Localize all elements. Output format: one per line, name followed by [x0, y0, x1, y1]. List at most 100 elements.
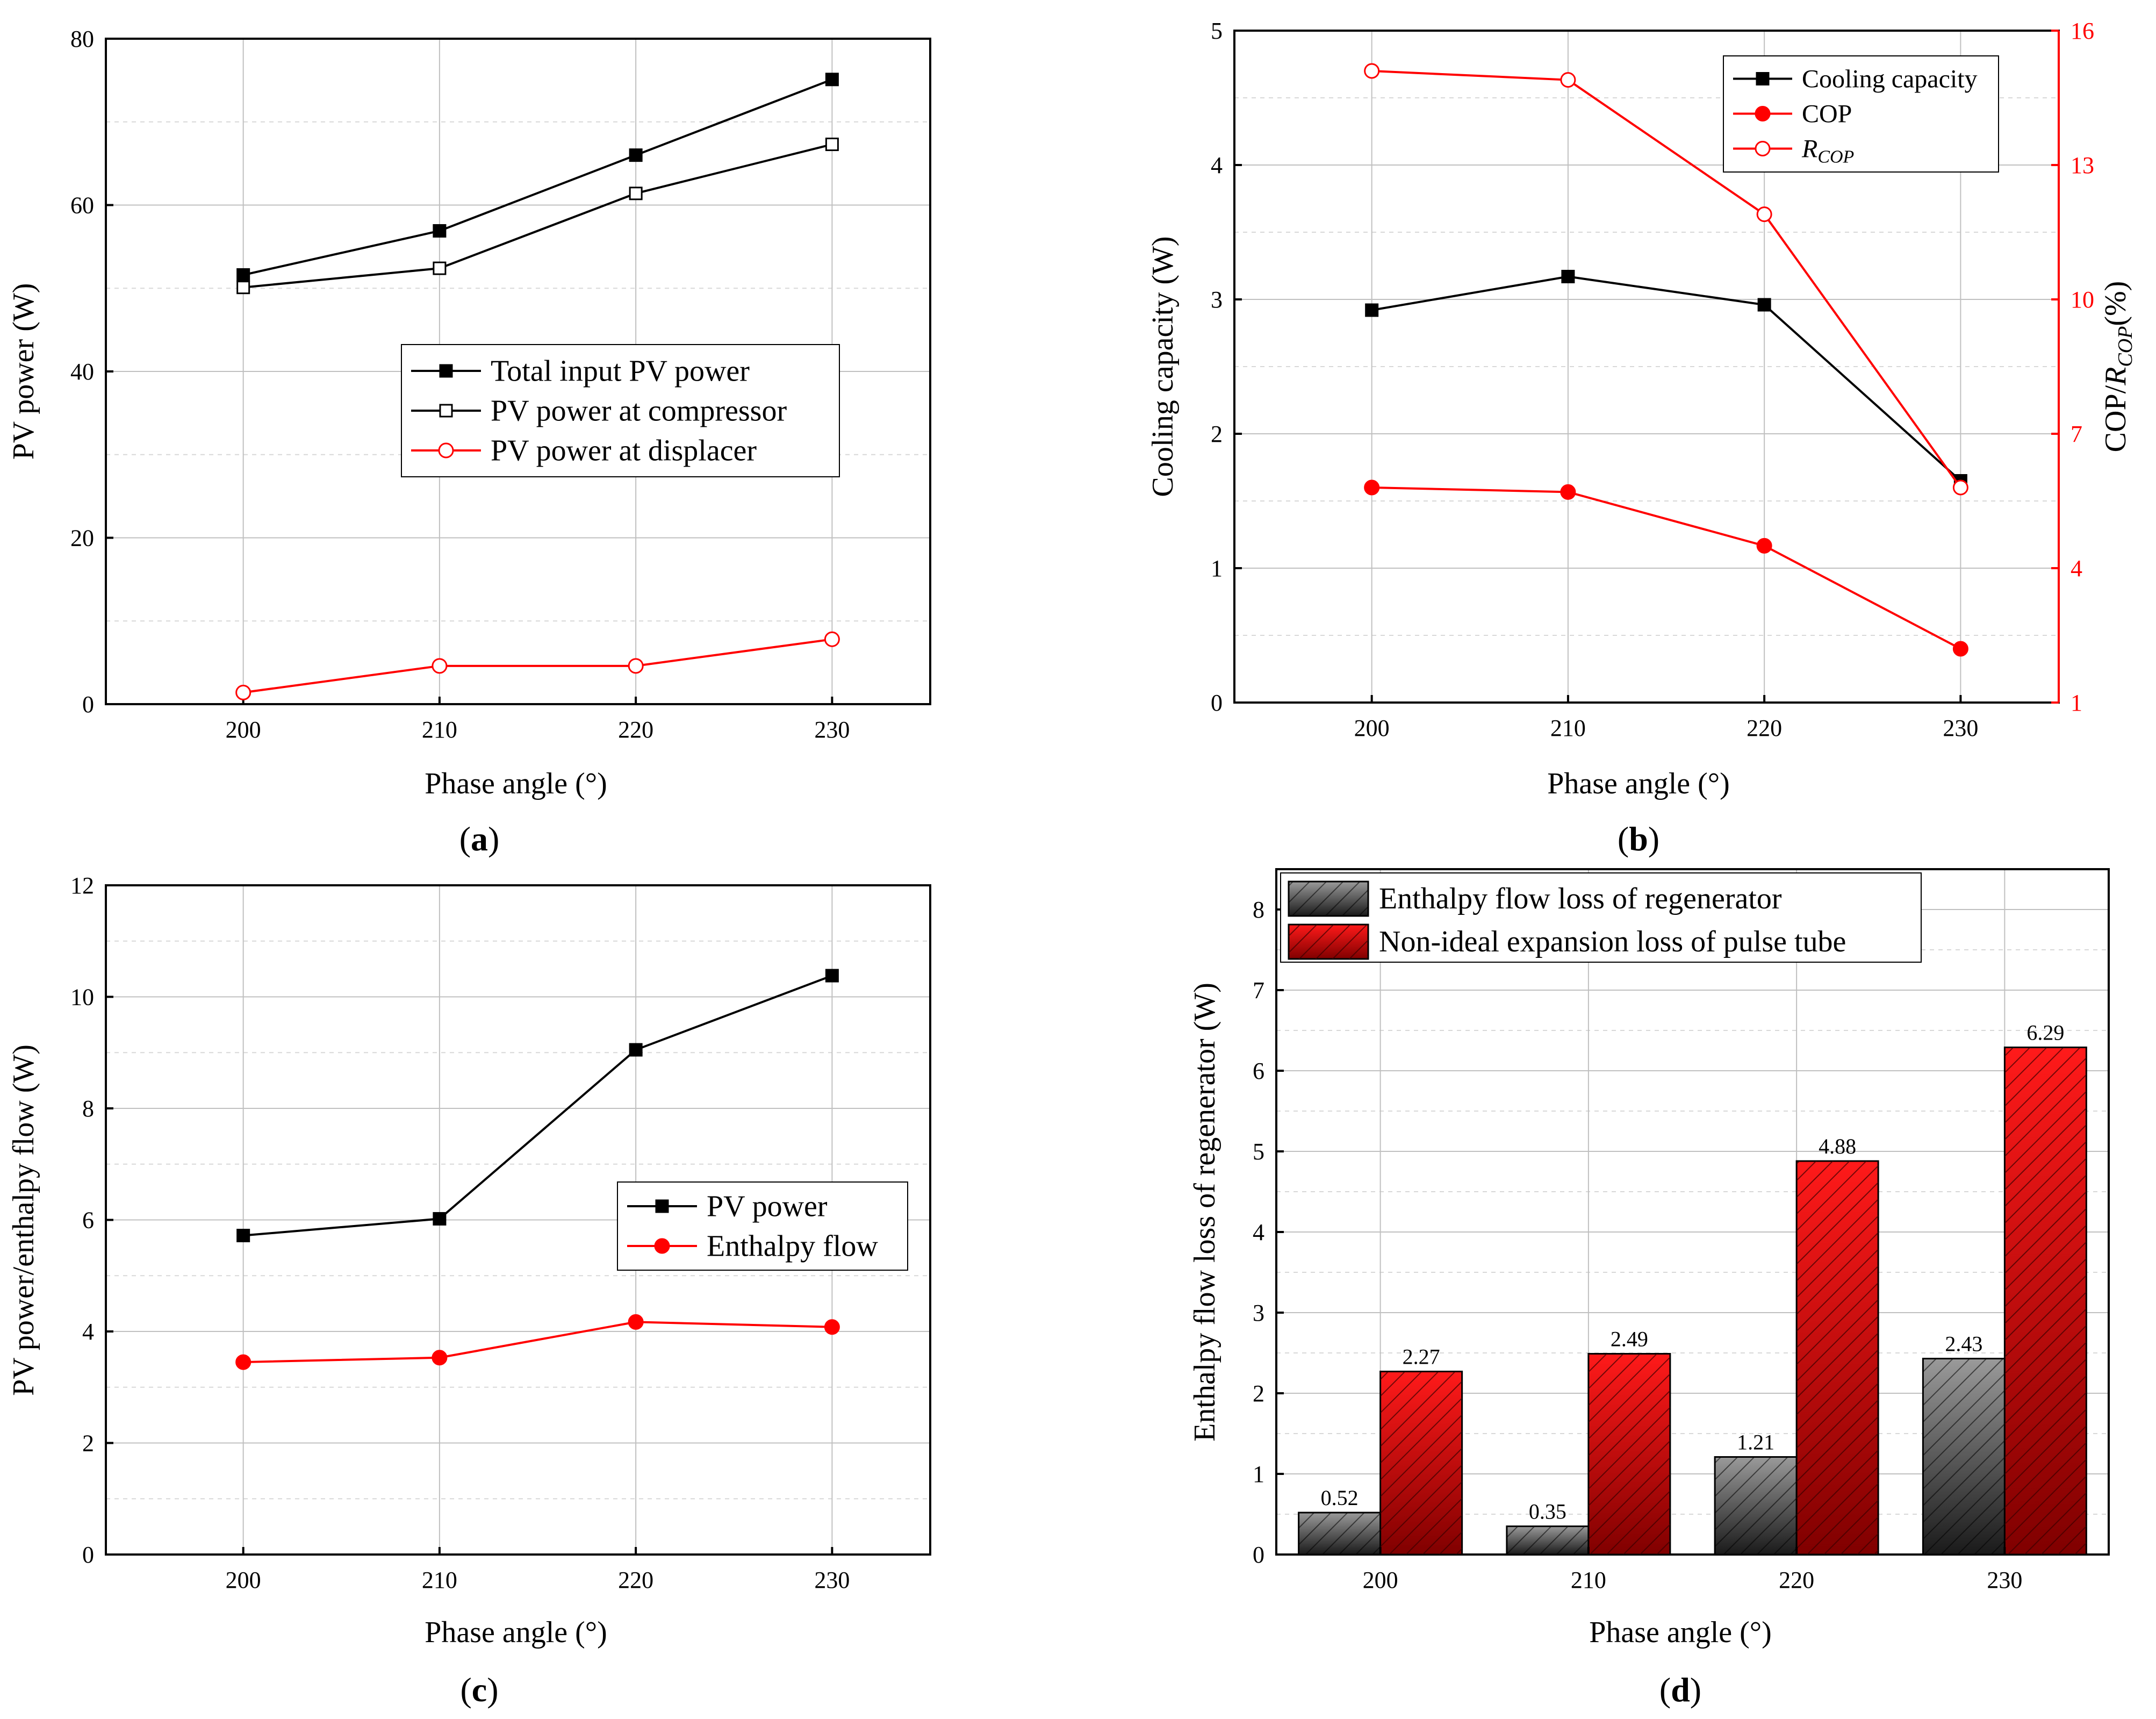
y-tick-label: 10	[70, 984, 94, 1011]
data-point	[1952, 479, 1968, 496]
legend-label: Total input PV power	[491, 354, 750, 388]
bar-hatch	[1715, 1457, 1797, 1555]
data-point	[628, 1314, 644, 1330]
y-axis-label: PV power (W)	[7, 283, 40, 460]
panel-label-part: (	[1618, 820, 1629, 858]
legend-item-pv-power: PV power	[627, 1190, 828, 1223]
data-point	[825, 73, 839, 87]
legend-label: PV power	[707, 1190, 828, 1223]
legend: Total input PV power PV power at compress…	[401, 344, 840, 477]
data-point	[824, 631, 840, 647]
legend-item-enthalpy-flow-loss-of-regenerator: Enthalpy flow loss of regenerator	[1288, 880, 1782, 917]
chart-panel-a: 200 210 220 230 0 20 40 60 80 Phase angle (°) PV p…	[7, 26, 931, 858]
series-line	[1371, 275, 1961, 482]
y-axis-label: PV power/enthalpy flow (W)	[7, 1044, 40, 1396]
panel-label-part: (	[459, 820, 471, 858]
bar-hatch	[1923, 1358, 2005, 1555]
x-tick-label: 210	[422, 1567, 457, 1593]
panel-label-part: )	[488, 820, 499, 858]
x-tick-label: 210	[1550, 715, 1586, 741]
y-tick-label: 1	[1253, 1461, 1264, 1487]
data-point	[236, 281, 250, 295]
legend-label: PV power at compressor	[491, 394, 787, 427]
data-point	[824, 1319, 840, 1335]
data-point	[629, 1043, 643, 1057]
data-label: 4.88	[1819, 1134, 1856, 1158]
panel-label: (c)	[460, 1671, 498, 1709]
series-cop	[1364, 479, 1968, 657]
legend-marker	[439, 364, 453, 378]
data-label: 1.21	[1737, 1430, 1774, 1455]
data-point	[1560, 484, 1576, 500]
data-point	[1365, 303, 1379, 317]
y-tick-label: 4	[82, 1319, 94, 1345]
data-point	[1364, 63, 1380, 79]
legend-label-name: R	[1801, 134, 1817, 163]
legend-box	[1280, 872, 1922, 963]
y-tick-label: 8	[82, 1095, 94, 1122]
series-line	[243, 78, 833, 276]
y2-label-sub: COP	[2114, 326, 2137, 367]
legend: Enthalpy flow loss of regenerator Non-ide…	[1280, 872, 1922, 963]
x-tick-label: 200	[1354, 715, 1390, 741]
series-line	[243, 1321, 832, 1364]
data-point	[433, 261, 447, 275]
series-cooling-capacity	[1365, 270, 1967, 488]
legend-label: COP	[1802, 99, 1852, 128]
series-line	[1371, 70, 1962, 489]
panel-label-part: )	[1690, 1671, 1701, 1709]
legend-marker	[1756, 72, 1770, 85]
legend-label: Non-ideal expansion loss of pulse tube	[1379, 925, 1846, 958]
legend-item-rcop: RCOP	[1733, 134, 1854, 167]
y-tick-label: 4	[1211, 152, 1223, 178]
series-pv-power-at-compressor	[236, 138, 839, 295]
bar-hatch	[2004, 1047, 2087, 1555]
panel-label-part: (	[460, 1671, 471, 1709]
legend-box	[617, 1181, 908, 1271]
y2-label-prefix: COP/	[2099, 385, 2132, 452]
x-tick-label: 230	[814, 717, 850, 743]
legend-item-cop: COP	[1733, 99, 1852, 128]
data-point	[825, 138, 839, 152]
data-label: 0.52	[1321, 1486, 1359, 1510]
data-point	[1952, 641, 1968, 657]
panel-label: (a)	[459, 820, 500, 858]
chart-panel-c: 200 210 220 230 0 2 4 6 8 10 12 Phase angle (°) PV p…	[7, 872, 931, 1709]
series-non-ideal-expansion-loss-of-pulse-tube: 2.27 2.49 4.88 6.29	[1379, 1021, 2087, 1556]
data-point	[1757, 298, 1771, 312]
series-rcop	[1364, 63, 1968, 496]
x-tick-label: 200	[226, 717, 261, 743]
data-point	[629, 148, 643, 162]
y2-tick-label: 16	[2071, 18, 2094, 44]
y-tick-label: 0	[1253, 1542, 1264, 1568]
chart-panel-b: 200 210 220 230 0 1 2 3 4 5 1 4 7 10 13 16 Phase angle (…	[1146, 18, 2137, 858]
legend-marker	[655, 1199, 669, 1213]
y-tick-label: 1	[1211, 555, 1223, 582]
data-point	[825, 969, 839, 983]
legend-label: Enthalpy flow loss of regenerator	[1379, 882, 1782, 915]
legend-label: RCOP	[1801, 134, 1854, 167]
legend-label-sub: COP	[1817, 147, 1854, 167]
data-point	[236, 268, 250, 282]
series-line	[243, 638, 832, 694]
panel-label-part: )	[487, 1671, 498, 1709]
plot-frame	[1275, 868, 2110, 1556]
y-tick-label: 2	[1211, 421, 1223, 447]
y2-tick-label: 4	[2071, 555, 2082, 582]
y-tick-label: 0	[82, 691, 94, 718]
y-tick-label: 3	[1253, 1300, 1264, 1326]
legend-label-name: Cooling capacity	[1802, 65, 1978, 93]
x-tick-label: 210	[422, 717, 457, 743]
data-point	[1560, 72, 1576, 88]
y2-label-r: R	[2099, 367, 2132, 386]
y-tick-label: 0	[1211, 690, 1223, 716]
x-axis-label: Phase angle (°)	[425, 1616, 607, 1649]
y-tick-label: 3	[1211, 286, 1223, 313]
legend-label-name: PV power	[707, 1190, 828, 1223]
legend-label: PV power at displacer	[491, 434, 757, 467]
legend-swatch-hatch	[1289, 882, 1368, 916]
series-enthalpy-flow-loss-of-regenerator: 0.52 0.35 1.21 2.43	[1298, 1332, 2006, 1556]
bar-hatch	[1506, 1526, 1589, 1555]
x-tick-label: 220	[1747, 715, 1782, 741]
